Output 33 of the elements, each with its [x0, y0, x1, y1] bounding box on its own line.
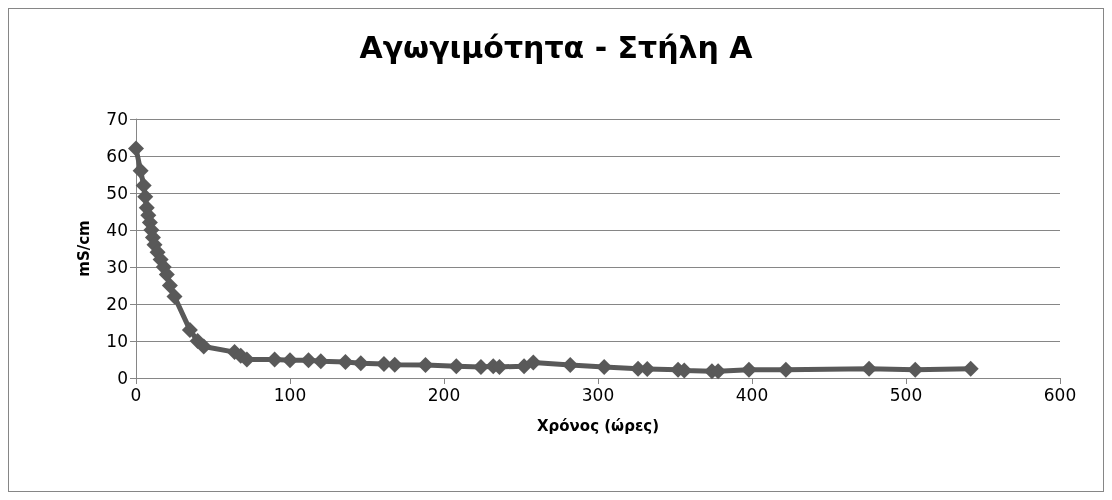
point — [195, 338, 212, 355]
point — [132, 162, 149, 179]
point — [166, 288, 183, 305]
x-tick-label: 100 — [273, 384, 307, 405]
x-axis-title: Χρόνος (ώρες) — [537, 416, 659, 435]
point — [161, 277, 178, 294]
y-tick-label: 0 — [117, 368, 128, 388]
point — [962, 360, 979, 377]
x-tick-label: 0 — [130, 384, 142, 405]
y-tick-label: 70 — [106, 109, 128, 129]
x-tick-label: 200 — [427, 384, 461, 405]
y-tick-label: 10 — [106, 331, 128, 351]
x-tick-label: 600 — [1043, 384, 1077, 405]
point — [352, 355, 369, 372]
x-tick-label: 500 — [889, 384, 923, 405]
y-axis-title: mS/cm — [74, 220, 93, 277]
chart-title: Αγωγιμότητα - Στήλη Α — [359, 29, 754, 65]
x-tick-label: 300 — [581, 384, 615, 405]
y-tick-label: 30 — [106, 257, 128, 277]
x-tick-label: 400 — [735, 384, 769, 405]
point — [128, 140, 144, 157]
point — [282, 352, 298, 369]
point — [137, 188, 154, 205]
y-tick-label: 60 — [106, 146, 128, 166]
y-tick-label: 20 — [106, 294, 128, 314]
point — [337, 354, 354, 371]
y-tick-label: 40 — [106, 220, 128, 240]
point — [181, 321, 198, 338]
point — [525, 354, 542, 371]
y-tick-label: 50 — [106, 183, 128, 203]
point — [417, 357, 434, 374]
point — [300, 352, 317, 369]
point — [312, 353, 329, 370]
